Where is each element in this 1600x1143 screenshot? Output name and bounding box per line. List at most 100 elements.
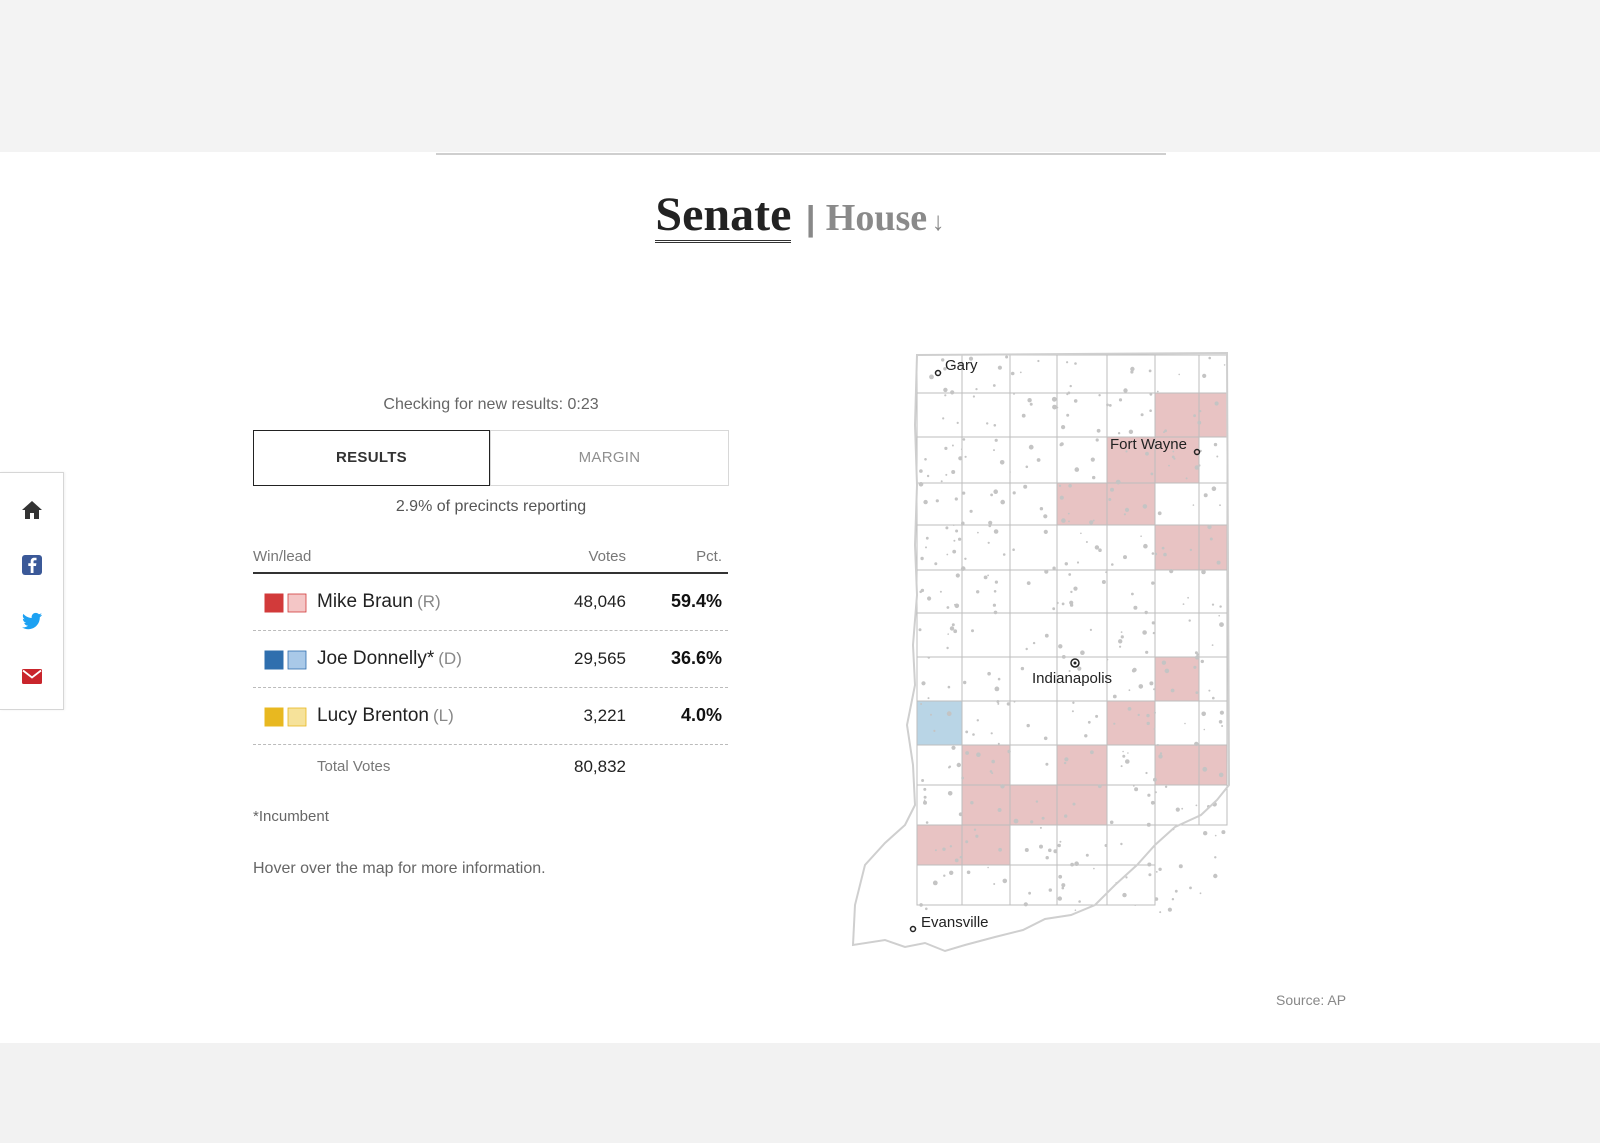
- precinct-dot: [993, 883, 996, 885]
- county[interactable]: [1106, 354, 1156, 394]
- house-link[interactable]: House: [825, 197, 928, 239]
- county[interactable]: [1106, 784, 1156, 826]
- county[interactable]: [1009, 436, 1058, 484]
- precinct-dot: [1195, 804, 1198, 807]
- county[interactable]: [961, 612, 1011, 658]
- tab-results[interactable]: RESULTS: [253, 430, 490, 486]
- county[interactable]: [961, 700, 1011, 746]
- county[interactable]: [1009, 700, 1058, 746]
- county[interactable]: [1154, 436, 1200, 484]
- precinct-dot: [970, 801, 974, 805]
- county-shapes[interactable]: [916, 354, 1228, 914]
- precinct-dot: [933, 729, 936, 732]
- county[interactable]: [1154, 524, 1200, 571]
- county[interactable]: [916, 656, 963, 702]
- county[interactable]: [1106, 612, 1156, 658]
- down-arrow-icon[interactable]: ↓: [931, 206, 945, 236]
- county[interactable]: [1154, 700, 1200, 746]
- county[interactable]: [1106, 656, 1156, 702]
- precinct-dot: [951, 623, 955, 627]
- county[interactable]: [916, 392, 963, 438]
- county[interactable]: [1106, 436, 1156, 484]
- twitter-icon[interactable]: [20, 609, 44, 633]
- county[interactable]: [1106, 482, 1156, 526]
- county[interactable]: [1154, 354, 1200, 394]
- county[interactable]: [1198, 392, 1228, 438]
- tab-margin[interactable]: MARGIN: [490, 430, 729, 486]
- precinct-dot: [1043, 514, 1048, 519]
- county[interactable]: [1154, 744, 1200, 786]
- precinct-dot: [949, 870, 954, 875]
- county[interactable]: [961, 436, 1011, 484]
- county[interactable]: [1154, 482, 1200, 526]
- county[interactable]: [1009, 524, 1058, 571]
- county[interactable]: [1106, 569, 1156, 614]
- county[interactable]: [1009, 569, 1058, 614]
- county[interactable]: [961, 744, 1011, 786]
- county[interactable]: [1198, 612, 1228, 658]
- senate-title[interactable]: Senate: [655, 188, 792, 243]
- county[interactable]: [1009, 864, 1058, 906]
- county[interactable]: [1198, 524, 1228, 571]
- county[interactable]: [961, 392, 1011, 438]
- county[interactable]: [916, 482, 963, 526]
- county[interactable]: [1056, 864, 1108, 906]
- county[interactable]: [1056, 524, 1108, 571]
- precinct-dot: [1104, 844, 1108, 847]
- county[interactable]: [1154, 569, 1200, 614]
- county[interactable]: [916, 824, 963, 866]
- county[interactable]: [961, 784, 1011, 826]
- county[interactable]: [1198, 656, 1228, 702]
- county[interactable]: [916, 700, 963, 746]
- county[interactable]: [1056, 656, 1108, 702]
- county[interactable]: [961, 524, 1011, 571]
- county[interactable]: [1106, 744, 1156, 786]
- county[interactable]: [1154, 392, 1200, 438]
- home-icon[interactable]: [20, 498, 44, 522]
- county[interactable]: [1009, 482, 1058, 526]
- county[interactable]: [1106, 824, 1156, 866]
- county[interactable]: [1198, 569, 1228, 614]
- county[interactable]: [1009, 744, 1058, 786]
- precinct-dot: [1094, 545, 1100, 550]
- county[interactable]: [1198, 436, 1228, 484]
- precinct-dot: [988, 520, 993, 525]
- county[interactable]: [1056, 824, 1108, 866]
- county[interactable]: [1056, 744, 1108, 786]
- county[interactable]: [1056, 700, 1108, 746]
- county[interactable]: [1056, 354, 1108, 394]
- county[interactable]: [1154, 612, 1200, 658]
- county[interactable]: [916, 524, 963, 571]
- county[interactable]: [1009, 612, 1058, 658]
- county[interactable]: [1009, 392, 1058, 438]
- candidate-swatch: [264, 593, 307, 613]
- county[interactable]: [1056, 784, 1108, 826]
- email-icon[interactable]: [20, 664, 44, 688]
- county[interactable]: [916, 784, 963, 826]
- county[interactable]: [1009, 354, 1058, 394]
- county[interactable]: [1056, 569, 1108, 614]
- indiana-county-map[interactable]: Gary Fort Wayne Indianapolis Evansville: [845, 345, 1245, 965]
- county[interactable]: [1154, 656, 1200, 702]
- precinct-dot: [1189, 886, 1192, 890]
- candidate-name: Mike Braun (R): [317, 591, 441, 612]
- precinct-dot: [1123, 555, 1127, 560]
- county[interactable]: [916, 864, 963, 906]
- county[interactable]: [1198, 744, 1228, 786]
- county[interactable]: [916, 612, 963, 658]
- county[interactable]: [916, 744, 963, 786]
- county[interactable]: [1106, 524, 1156, 571]
- facebook-icon[interactable]: [20, 553, 44, 577]
- county[interactable]: [961, 824, 1011, 866]
- county[interactable]: [1009, 824, 1058, 866]
- county[interactable]: [1198, 354, 1228, 394]
- county[interactable]: [1056, 436, 1108, 484]
- county[interactable]: [916, 354, 963, 394]
- precinct-dot: [1194, 741, 1199, 747]
- precinct-dot: [1118, 639, 1123, 644]
- county[interactable]: [961, 656, 1011, 702]
- precinct-dot: [954, 497, 958, 501]
- county[interactable]: [916, 436, 963, 484]
- county[interactable]: [1056, 612, 1108, 658]
- county[interactable]: [1198, 700, 1228, 746]
